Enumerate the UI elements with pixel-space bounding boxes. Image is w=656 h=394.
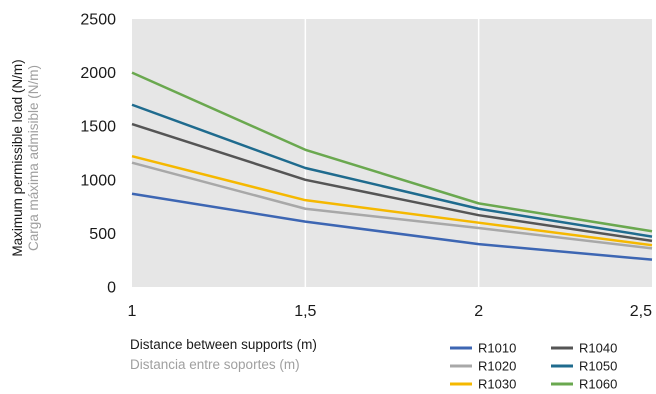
y-tick-label: 0 <box>107 280 116 297</box>
series-line-r1050 <box>131 103 653 238</box>
x-tick-label: 2,5 <box>630 303 652 320</box>
legend-item-r1020: R1020 <box>450 359 516 374</box>
y-tick-label: 500 <box>89 226 116 243</box>
x-axis-title: Distance between supports (m) <box>130 337 317 352</box>
x-tick-label: 2 <box>474 303 483 320</box>
y-tick-labels: 0 500 1000 1500 2000 2500 <box>80 12 116 297</box>
legend-label: R1040 <box>579 341 617 356</box>
y-axis-title-group: Maximum permissible load (N/m) Carga máx… <box>10 59 41 256</box>
legend: R1010 R1020 R1030 R1040 R1050 R1060 <box>450 341 617 392</box>
legend-item-r1030: R1030 <box>450 377 516 392</box>
plot-area <box>132 19 652 287</box>
x-axis-title-secondary: Distancia entre soportes (m) <box>130 357 300 372</box>
legend-label: R1060 <box>579 377 617 392</box>
series-line-r1040 <box>131 122 653 243</box>
legend-item-r1060: R1060 <box>551 377 617 392</box>
series-line-r1030 <box>131 155 653 247</box>
y-axis-title-secondary: Carga máxima admisible (N/m) <box>26 65 41 251</box>
x-tick-label: 1 <box>128 303 137 320</box>
y-tick-label: 2500 <box>80 12 116 29</box>
series-line-r1010 <box>131 192 653 261</box>
legend-label: R1010 <box>478 341 516 356</box>
y-tick-label: 1000 <box>80 172 116 189</box>
legend-item-r1050: R1050 <box>551 359 617 374</box>
y-axis-title: Maximum permissible load (N/m) <box>10 59 25 256</box>
legend-label: R1020 <box>478 359 516 374</box>
series-lines <box>131 71 653 261</box>
legend-label: R1050 <box>579 359 617 374</box>
y-tick-label: 1500 <box>80 119 116 136</box>
legend-item-r1040: R1040 <box>551 341 617 356</box>
legend-label: R1030 <box>478 377 516 392</box>
y-tick-label: 2000 <box>80 65 116 82</box>
x-tick-labels: 1 1,5 2 2,5 <box>128 303 653 320</box>
series-line-r1020 <box>131 161 653 250</box>
grid-lines <box>304 19 480 287</box>
series-line-r1060 <box>131 71 653 233</box>
x-tick-label: 1,5 <box>294 303 316 320</box>
legend-item-r1010: R1010 <box>450 341 516 356</box>
